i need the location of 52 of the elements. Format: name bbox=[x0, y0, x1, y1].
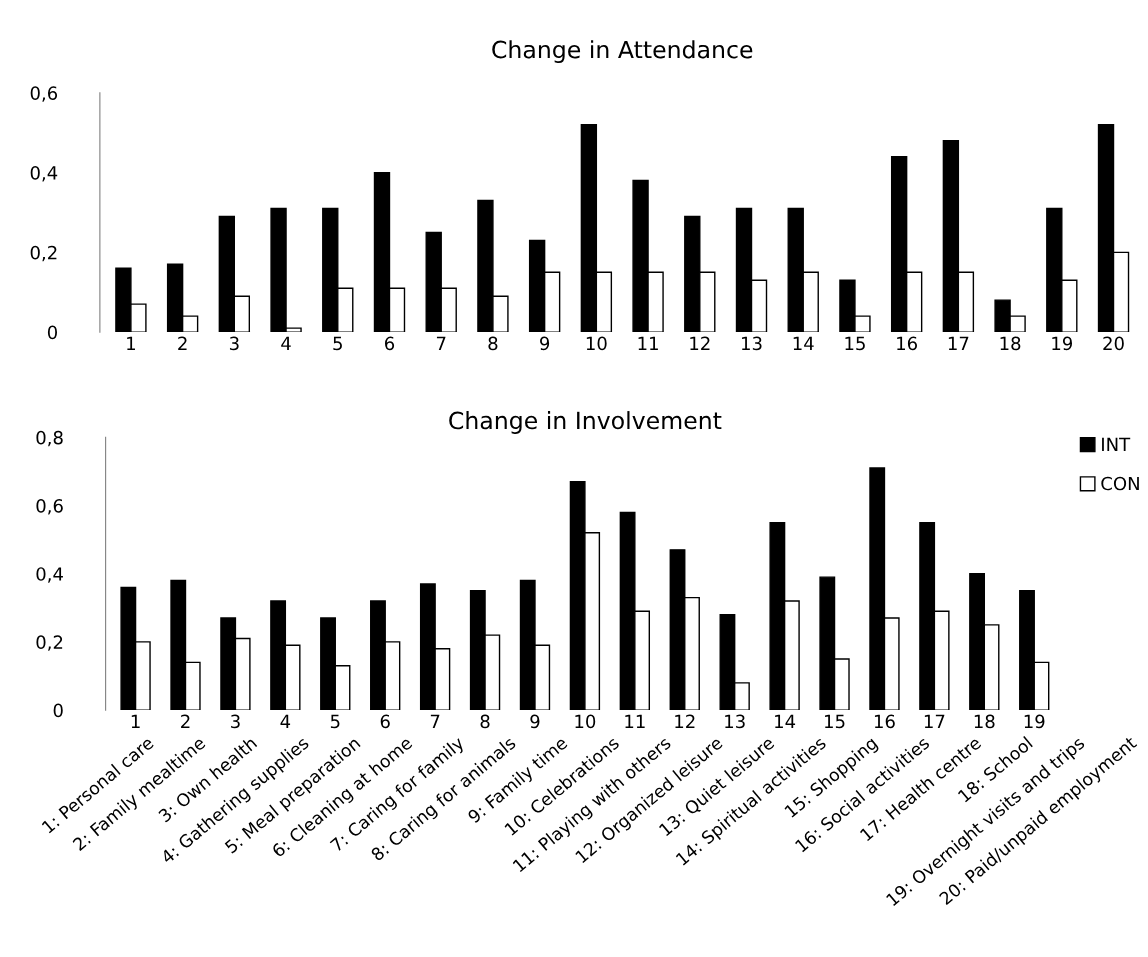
x-tick-label: 11 bbox=[638, 336, 658, 350]
y-tick-label: 0,4 bbox=[36, 567, 63, 583]
y-tick-label: 0,4 bbox=[30, 166, 58, 182]
x-tick-label: 6 bbox=[385, 336, 395, 351]
x-tick-label: 16 bbox=[897, 336, 918, 351]
x-tick-label: 8 bbox=[480, 714, 490, 729]
x-tick-label: 18 bbox=[1000, 336, 1021, 351]
x-tick-label: 1 bbox=[127, 336, 135, 350]
x-tick-label: 3 bbox=[231, 714, 240, 729]
chart-title: Change in Involvement bbox=[449, 411, 722, 434]
x-tick-label: 14 bbox=[775, 714, 796, 728]
x-tick-label: 2 bbox=[178, 336, 187, 350]
y-tick-label: 0,6 bbox=[30, 86, 58, 102]
x-tick-label: 15 bbox=[845, 336, 865, 351]
y-tick-label: 0,2 bbox=[36, 635, 63, 651]
x-tick-label: 15 bbox=[825, 714, 845, 729]
x-tick-label: 5 bbox=[333, 336, 342, 351]
legend-label: CON bbox=[1101, 476, 1139, 491]
x-tick-label: 13 bbox=[742, 336, 762, 351]
x-tick-label: 12 bbox=[675, 714, 695, 728]
x-tick-label: 17 bbox=[948, 336, 969, 350]
x-tick-label: 10 bbox=[586, 336, 607, 351]
x-tick-label: 7 bbox=[430, 714, 440, 728]
x-tick-label: 13 bbox=[725, 714, 745, 729]
x-tick-label: 20 bbox=[1103, 336, 1124, 351]
x-tick-label: 5 bbox=[330, 714, 340, 729]
x-tick-label: 4 bbox=[280, 714, 291, 728]
x-tick-label: 2 bbox=[181, 714, 190, 728]
x-tick-label: 9 bbox=[530, 714, 540, 729]
legend-label: INT bbox=[1102, 437, 1131, 451]
x-tick-label: 19 bbox=[1052, 336, 1073, 351]
x-tick-label: 7 bbox=[436, 336, 446, 350]
x-tick-label: 11 bbox=[625, 714, 645, 728]
x-tick-label: 16 bbox=[874, 714, 895, 729]
y-tick-label: 0,6 bbox=[36, 498, 63, 515]
y-tick-label: 0 bbox=[47, 325, 58, 340]
x-tick-label: 6 bbox=[380, 714, 390, 729]
x-tick-label: 17 bbox=[924, 714, 945, 728]
x-tick-label: 12 bbox=[690, 336, 710, 350]
x-tick-label: 14 bbox=[793, 336, 814, 350]
y-tick-label: 0,2 bbox=[30, 245, 57, 262]
x-tick-label: 4 bbox=[281, 336, 291, 350]
x-tick-label: 10 bbox=[575, 714, 596, 729]
x-tick-label: 3 bbox=[229, 336, 239, 351]
x-tick-label: 9 bbox=[540, 336, 550, 351]
y-tick-label: 0,8 bbox=[36, 430, 63, 447]
y-tick-label: 0 bbox=[53, 703, 63, 718]
x-tick-label: 8 bbox=[488, 336, 498, 351]
x-tick-label: 1 bbox=[131, 714, 140, 728]
x-tick-label: 18 bbox=[974, 714, 995, 729]
x-tick-label: 19 bbox=[1024, 714, 1045, 729]
chart-title: Change in Attendance bbox=[492, 40, 753, 64]
